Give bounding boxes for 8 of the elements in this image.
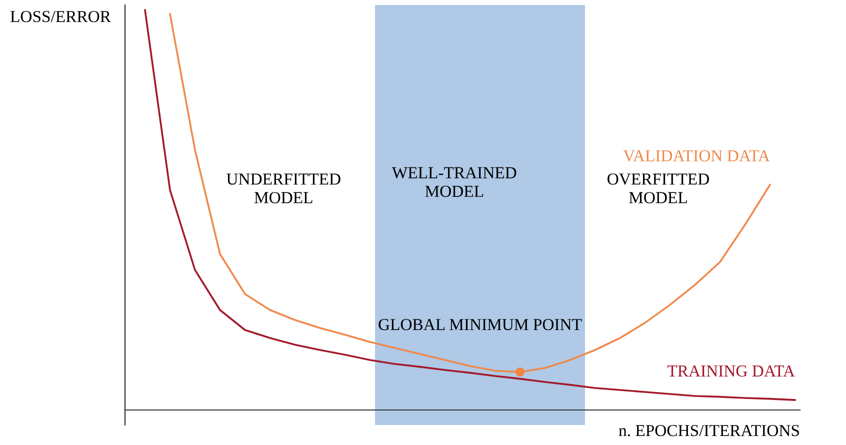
annotation: OVERFITTED MODEL [608,173,709,204]
y-axis-title: LOSS/ERROR [10,10,111,22]
series-label: VALIDATION DATA [623,150,770,162]
x-axis-title: n. EPOCHS/ITERATIONS [618,424,799,436]
series-label: TRAINING DATA [667,365,795,377]
annotation: WELL-TRAINED MODEL [392,167,516,197]
annotation: UNDERFITTED MODEL [226,174,340,204]
annotation: GLOBAL MINIMUM POINT [378,318,582,330]
